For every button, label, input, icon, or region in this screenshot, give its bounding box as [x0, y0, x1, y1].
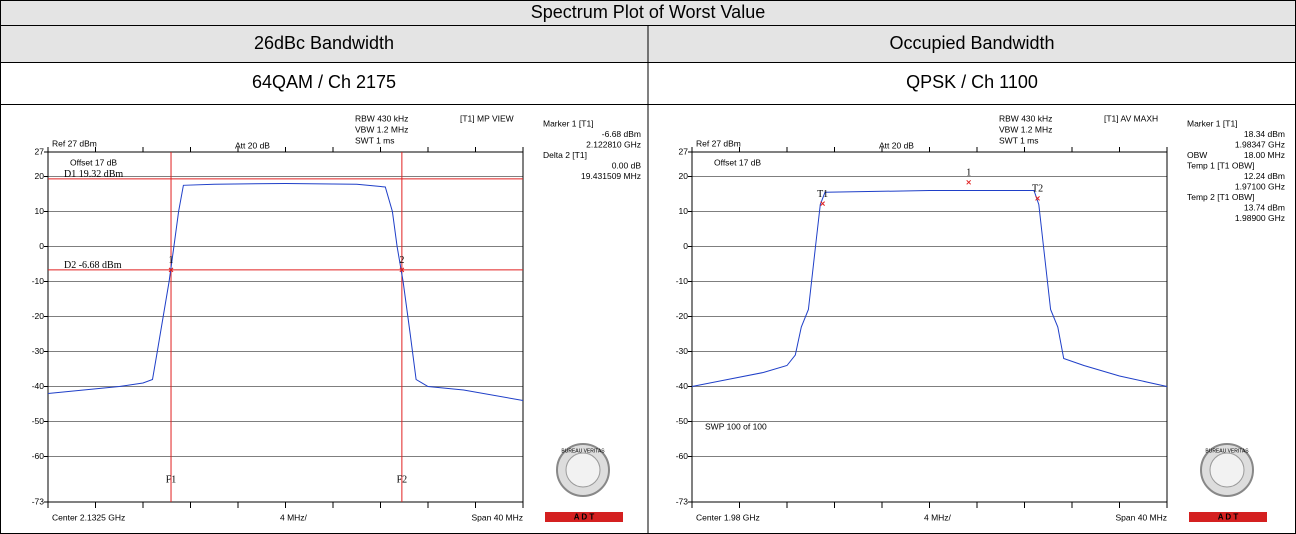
offset: Offset 17 dB — [714, 157, 761, 167]
y-tick-label: -20 — [676, 311, 689, 321]
readout-value: 1.98347 GHz — [1235, 139, 1285, 149]
readout-label: Temp 2 [T1 OBW] — [1187, 192, 1255, 202]
y-tick-label: -73 — [32, 496, 45, 506]
y-tick-label: -60 — [32, 451, 45, 461]
badge-text: A D T — [1218, 513, 1239, 522]
y-tick-label: -30 — [676, 346, 689, 356]
y-tick-label: 20 — [679, 171, 689, 181]
y-tick-label: 27 — [679, 146, 689, 156]
span: Span 40 MHz — [1116, 512, 1168, 522]
readout-value: 12.24 dBm — [1244, 171, 1285, 181]
readout-value: 18.34 dBm — [1244, 129, 1285, 139]
column-heading: 26dBc Bandwidth — [254, 33, 394, 53]
column-subheading: QPSK / Ch 1100 — [906, 72, 1038, 92]
logo-inner — [565, 452, 601, 488]
swt: SWT 1 ms — [999, 135, 1039, 145]
swt: SWT 1 ms — [355, 135, 395, 145]
marker — [399, 267, 405, 273]
trace-mode: [T1] AV MAXH — [1104, 113, 1158, 123]
span-div: 4 MHz/ — [280, 512, 308, 522]
ref-level: Ref 27 dBm — [696, 138, 741, 148]
y-tick-label: -20 — [32, 311, 45, 321]
y-tick-label: -40 — [32, 381, 45, 391]
y-tick-label: 10 — [679, 206, 689, 216]
ref-line-label: D1 19.32 dBm — [64, 169, 123, 180]
marker-label: 1 — [169, 255, 174, 266]
y-tick-label: -73 — [676, 496, 689, 506]
readout-label: Marker 1 [T1] — [1187, 118, 1238, 128]
freq-line-label: F2 — [397, 474, 408, 485]
y-tick-label: -10 — [676, 276, 689, 286]
y-tick-label: -60 — [676, 451, 689, 461]
readout-value: -6.68 dBm — [602, 129, 641, 139]
readout-label: Delta 2 [T1] — [543, 150, 587, 160]
marker-label: 1 — [966, 168, 971, 179]
marker — [168, 267, 174, 273]
readout-value: 2.122810 GHz — [586, 139, 641, 149]
vbw: VBW 1.2 MHz — [999, 124, 1052, 134]
marker — [1035, 196, 1040, 201]
ref-line-label: D2 -6.68 dBm — [64, 260, 122, 271]
y-tick-label: 0 — [39, 241, 44, 251]
logo-text: BUREAU VERITAS — [1205, 448, 1249, 454]
logo-text: BUREAU VERITAS — [561, 448, 605, 454]
readout-value: 1.98900 GHz — [1235, 213, 1285, 223]
attenuation: Att 20 dB — [879, 140, 914, 150]
offset: Offset 17 dB — [70, 157, 117, 167]
center-freq: Center 1.98 GHz — [696, 512, 760, 522]
freq-line-label: F1 — [166, 474, 177, 485]
y-tick-label: -40 — [676, 381, 689, 391]
badge — [1189, 512, 1267, 522]
y-tick-label: 10 — [35, 206, 45, 216]
readout-value: 0.00 dB — [612, 160, 642, 170]
readout-label: Marker 1 [T1] — [543, 118, 594, 128]
y-tick-label: -30 — [32, 346, 45, 356]
readout-label: Temp 1 [T1 OBW] — [1187, 160, 1255, 170]
span-div: 4 MHz/ — [924, 512, 952, 522]
span: Span 40 MHz — [472, 512, 524, 522]
sweep-count: SWP 100 of 100 — [705, 421, 767, 431]
center-freq: Center 2.1325 GHz — [52, 512, 125, 522]
column-subheading: 64QAM / Ch 2175 — [252, 72, 396, 92]
y-tick-label: -50 — [32, 416, 45, 426]
logo-inner — [1209, 452, 1245, 488]
ref-level: Ref 27 dBm — [52, 138, 97, 148]
badge — [545, 512, 623, 522]
column-heading: Occupied Bandwidth — [889, 33, 1054, 53]
rbw: RBW 430 kHz — [355, 113, 408, 123]
readout-value: 1.97100 GHz — [1235, 181, 1285, 191]
vbw: VBW 1.2 MHz — [355, 124, 408, 134]
table-title: Spectrum Plot of Worst Value — [531, 2, 765, 22]
y-tick-label: 20 — [35, 171, 45, 181]
y-tick-label: -50 — [676, 416, 689, 426]
table-row — [0, 0, 1296, 26]
y-tick-label: 27 — [35, 146, 45, 156]
readout-label: OBW — [1187, 150, 1207, 160]
y-tick-label: 0 — [683, 241, 688, 251]
attenuation: Att 20 dB — [235, 140, 270, 150]
trace — [691, 190, 1168, 387]
trace-mode: [T1] MP VIEW — [460, 113, 514, 123]
readout-value: 13.74 dBm — [1244, 202, 1285, 212]
rbw: RBW 430 kHz — [999, 113, 1052, 123]
badge-text: A D T — [574, 513, 595, 522]
trace — [47, 182, 524, 401]
marker — [820, 201, 825, 207]
readout-value: 18.00 MHz — [1244, 150, 1285, 160]
marker-label: T1 — [817, 189, 828, 200]
marker-label: 2 — [399, 255, 404, 266]
marker-label: T2 — [1032, 184, 1043, 195]
readout-value: 19.431509 MHz — [581, 171, 641, 181]
y-tick-label: -10 — [32, 276, 45, 286]
marker — [966, 179, 972, 185]
